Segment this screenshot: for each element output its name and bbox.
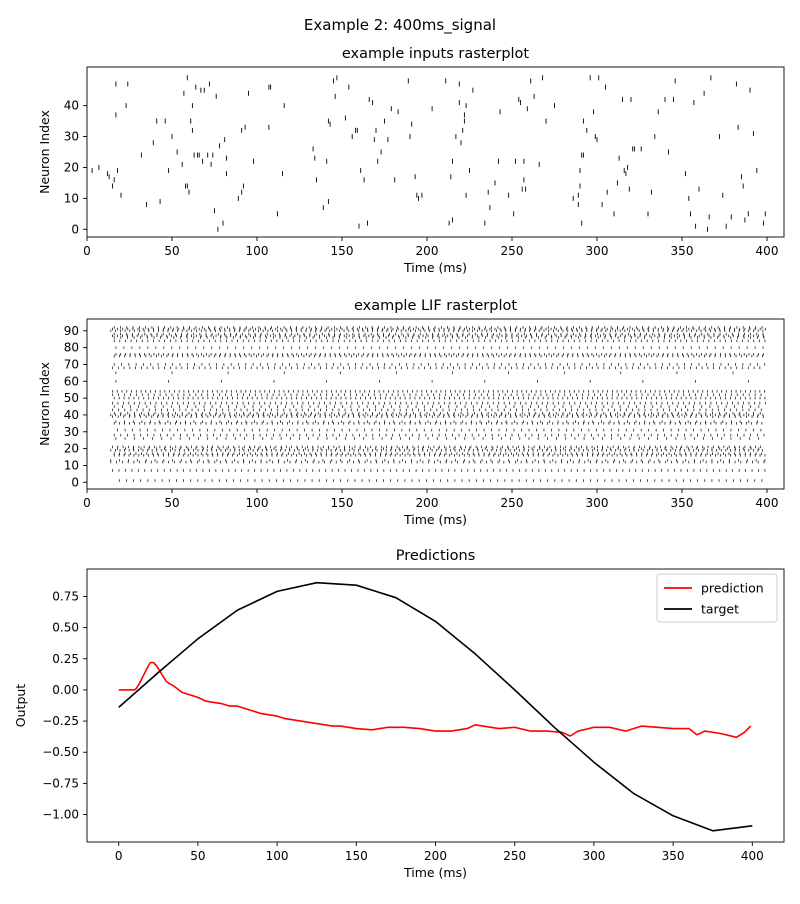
x-tick-label: 100: [266, 849, 289, 863]
legend-label-prediction: prediction: [701, 581, 764, 596]
legend-box: [656, 573, 778, 623]
y-tick-label: 40: [64, 408, 79, 422]
axes-frame: [86, 66, 785, 238]
predictions-panel: Predictions 0 50 100 150 200 250 300 350 400 0.75 0…: [13, 548, 785, 880]
y-tick-label: 0: [71, 475, 79, 489]
x-tick-label: 250: [501, 496, 524, 510]
y-tick-label: 0.25: [52, 652, 79, 666]
series-line-target: [118, 581, 753, 832]
x-tick-label: 350: [671, 244, 694, 258]
x-tick-label: 50: [164, 244, 179, 258]
x-tick-label: 0: [83, 496, 91, 510]
series-line-prediction: [118, 661, 752, 739]
x-tick-label: 250: [503, 849, 526, 863]
x-axis-label: Time (ms): [403, 512, 467, 527]
axes-frame: [86, 568, 785, 843]
x-tick-label: 150: [331, 496, 354, 510]
y-axis-label: Output: [13, 684, 28, 728]
x-tick-label: 50: [190, 849, 205, 863]
y-tick-label: 80: [64, 341, 79, 355]
y-tick-label: 50: [64, 391, 79, 405]
y-tick-label: 10: [64, 458, 79, 472]
legend: prediction target: [656, 573, 778, 623]
x-axis-label: Time (ms): [403, 865, 467, 880]
chart-title: Predictions: [396, 548, 476, 564]
x-tick-label: 400: [756, 496, 779, 510]
x-tick-label: 400: [756, 244, 779, 258]
x-tick-label: 350: [671, 496, 694, 510]
y-tick-label: 0.75: [52, 589, 79, 603]
y-tick-label: 10: [64, 191, 79, 205]
y-tick-label: 20: [64, 442, 79, 456]
y-tick-label: 20: [64, 160, 79, 174]
y-tick-label: −1.00: [42, 808, 79, 822]
x-tick-label: 100: [246, 496, 269, 510]
legend-label-target: target: [701, 602, 739, 617]
x-tick-label: 200: [416, 244, 439, 258]
x-tick-label: 300: [586, 496, 609, 510]
y-tick-label: −0.50: [42, 745, 79, 759]
x-tick-label: 0: [83, 244, 91, 258]
x-tick-label: 50: [164, 496, 179, 510]
x-tick-label: 0: [115, 849, 123, 863]
axes-frame: [86, 318, 785, 490]
y-tick-label: −0.25: [42, 714, 79, 728]
x-tick-label: 150: [331, 244, 354, 258]
x-tick-label: 350: [662, 849, 685, 863]
x-tick-label: 250: [501, 244, 524, 258]
figure-suptitle: Example 2: 400ms_signal: [304, 16, 496, 35]
x-tick-label: 300: [582, 849, 605, 863]
y-tick-label: 90: [64, 324, 79, 338]
y-tick-label: 40: [64, 99, 79, 113]
y-axis-label: Neuron Index: [37, 110, 52, 194]
y-tick-label: 60: [64, 374, 79, 388]
y-tick-label: 30: [64, 130, 79, 144]
chart-title: example inputs rasterplot: [342, 46, 530, 62]
y-tick-label: 70: [64, 357, 79, 371]
y-axis-label: Neuron Index: [37, 362, 52, 446]
y-tick-label: 0: [71, 222, 79, 236]
y-tick-label: 0.50: [52, 621, 79, 635]
x-tick-label: 150: [345, 849, 368, 863]
x-tick-label: 200: [416, 496, 439, 510]
x-tick-label: 100: [246, 244, 269, 258]
x-axis-label: Time (ms): [403, 260, 467, 275]
y-tick-label: 30: [64, 425, 79, 439]
y-tick-label: −0.75: [42, 776, 79, 790]
x-tick-label: 400: [741, 849, 764, 863]
x-tick-label: 200: [424, 849, 447, 863]
y-tick-label: 0.00: [52, 683, 79, 697]
chart-title: example LIF rasterplot: [354, 298, 517, 314]
x-tick-label: 300: [586, 244, 609, 258]
